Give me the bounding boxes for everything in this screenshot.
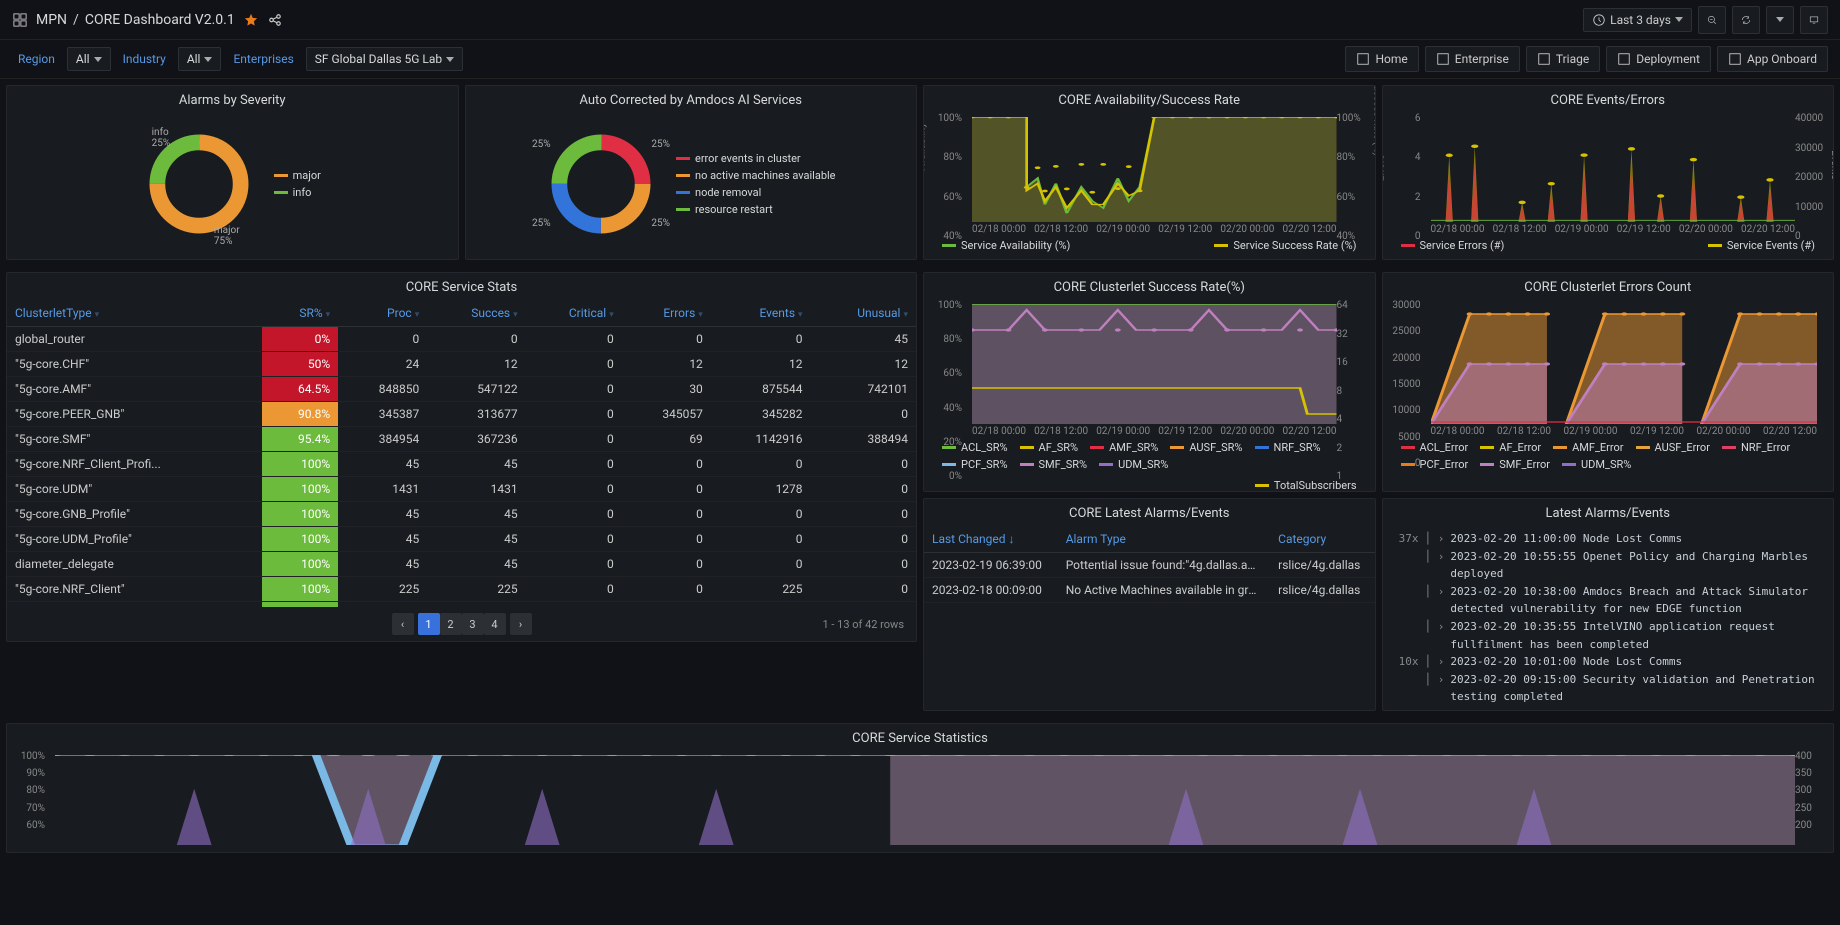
nav-app-onboard[interactable]: App Onboard [1717, 46, 1828, 72]
table-row[interactable]: diameter_delegate100%45450000 [7, 552, 916, 577]
log-line[interactable]: │ ›2023-02-20 10:38:00 Amdocs Breach and… [1391, 583, 1826, 618]
panel-events-errors: CORE Events/Errors Errors Events 6420 40… [1382, 85, 1835, 260]
col-Unusual[interactable]: Unusual▾ [811, 300, 916, 327]
table-row[interactable]: "5g-core.SMF"95.4%3849543672360691142916… [7, 427, 916, 452]
enterprises-filter[interactable]: SF Global Dallas 5G Lab [306, 47, 463, 71]
refresh-icon[interactable] [1732, 6, 1760, 34]
table-row[interactable]: "5g-core.GNB_Profile"100%45450000 [7, 502, 916, 527]
panel-core-latest-alarms: CORE Latest Alarms/Events Last Changed ↓… [923, 498, 1376, 711]
enterprises-filter-label: Enterprises [227, 48, 299, 70]
donut-alarms-severity: info25% major75% [144, 129, 254, 239]
log-line[interactable]: 10x│ ›2023-02-20 10:01:00 Node Lost Comm… [1391, 653, 1826, 671]
panel-service-statistics: CORE Service Statistics 100%90%80%70%60%… [6, 723, 1834, 853]
table-row[interactable]: "5g-core.CHF"50%24120121212 [7, 352, 916, 377]
panel-clusterlet-errors: CORE Clusterlet Errors Count 30000250002… [1382, 272, 1835, 492]
col-Critical[interactable]: Critical▾ [526, 300, 622, 327]
table-row[interactable]: "5g-core.PEER_GNB"90.8%34538731367703450… [7, 402, 916, 427]
panel-service-stats: CORE Service Stats ClusterletType▾SR%▾Pr… [6, 272, 917, 642]
legend-auto-corrected: error events in clusterno active machine… [676, 152, 836, 216]
core-alarms-table: Last Changed ↓Alarm TypeCategory 2023-02… [924, 526, 1375, 603]
alarm-row[interactable]: 2023-02-18 00:09:00No Active Machines av… [924, 578, 1375, 603]
pager: ‹ 1234 › 1 - 13 of 42 rows [7, 607, 916, 641]
share-icon[interactable] [267, 12, 283, 28]
legend-alarms-severity: majorinfo [274, 169, 321, 199]
nav-deployment[interactable]: Deployment [1606, 46, 1711, 72]
breadcrumb-page[interactable]: CORE Dashboard V2.0.1 [85, 12, 235, 28]
service-stats-table: ClusterletType▾SR%▾Proc▾Succes▾Critical▾… [7, 300, 916, 607]
log-line[interactable]: │ ›2023-02-20 10:35:55 IntelVINO applica… [1391, 618, 1826, 653]
region-filter[interactable]: All [67, 47, 111, 71]
col-Events[interactable]: Events▾ [711, 300, 811, 327]
dashboard-grid-icon[interactable] [12, 12, 28, 28]
zoom-out-icon[interactable] [1698, 6, 1726, 34]
panel-clusterlet-sr: CORE Clusterlet Success Rate(%) 100%80%6… [923, 272, 1376, 492]
refresh-interval-dropdown[interactable] [1766, 6, 1794, 34]
panel-alarms-severity: Alarms by Severity info25% major75% majo… [6, 85, 459, 260]
star-icon[interactable] [243, 12, 259, 28]
log-line[interactable]: │ ›2023-02-20 09:15:00 Security validati… [1391, 671, 1826, 706]
pager-next[interactable]: › [510, 613, 532, 635]
breadcrumb: MPN / CORE Dashboard V2.0.1 [36, 12, 235, 28]
col-Succes[interactable]: Succes▾ [427, 300, 525, 327]
log-line[interactable]: │ ›2023-02-20 10:55:55 Openet Policy and… [1391, 548, 1826, 583]
pager-prev[interactable]: ‹ [392, 613, 414, 635]
col-Proc[interactable]: Proc▾ [338, 300, 427, 327]
breadcrumb-parent[interactable]: MPN [36, 12, 67, 28]
table-row[interactable]: "5g-core.UDM_Profile"100%45450000 [7, 527, 916, 552]
nav-enterprise[interactable]: Enterprise [1425, 46, 1520, 72]
table-row[interactable]: global_router0%0000045 [7, 327, 916, 352]
table-row[interactable]: "5g-core.NRF_Client_Profi...100%45450000 [7, 452, 916, 477]
alarm-row[interactable]: 2023-02-19 06:39:00Pottential issue foun… [924, 553, 1375, 578]
time-range-picker[interactable]: Last 3 days [1583, 8, 1692, 32]
industry-filter[interactable]: All [178, 47, 222, 71]
region-filter-label: Region [12, 48, 61, 70]
panel-auto-corrected: Auto Corrected by Amdocs AI Services 25%… [465, 85, 918, 260]
tv-mode-icon[interactable] [1800, 6, 1828, 34]
panel-availability: CORE Availability/Success Rate Availabil… [923, 85, 1376, 260]
table-row[interactable]: "5g-core.UDM"100%143114310012780 [7, 477, 916, 502]
page-4[interactable]: 4 [484, 613, 506, 635]
col-ClusterletType[interactable]: ClusterletType▾ [7, 300, 262, 327]
log-line[interactable]: 37x│ ›2023-02-20 11:00:00 Node Lost Comm… [1391, 530, 1826, 548]
page-1[interactable]: 1 [418, 613, 440, 635]
page-3[interactable]: 3 [462, 613, 484, 635]
col-SR%[interactable]: SR%▾ [262, 300, 338, 327]
donut-auto-corrected: 25% 25% 25% 25% [546, 129, 656, 239]
table-row[interactable]: "5g-core.NRF_Client"100%225225002250 [7, 577, 916, 602]
page-2[interactable]: 2 [440, 613, 462, 635]
panel-latest-alarms-log: Latest Alarms/Events 37x│ ›2023-02-20 11… [1382, 498, 1835, 711]
industry-filter-label: Industry [117, 48, 172, 70]
nav-home[interactable]: Home [1345, 46, 1418, 72]
col-Errors[interactable]: Errors▾ [622, 300, 711, 327]
nav-triage[interactable]: Triage [1526, 46, 1600, 72]
log-body: 37x│ ›2023-02-20 11:00:00 Node Lost Comm… [1383, 526, 1834, 710]
table-row[interactable]: "5g-core.AMF"64.5%8488505471220308755447… [7, 377, 916, 402]
